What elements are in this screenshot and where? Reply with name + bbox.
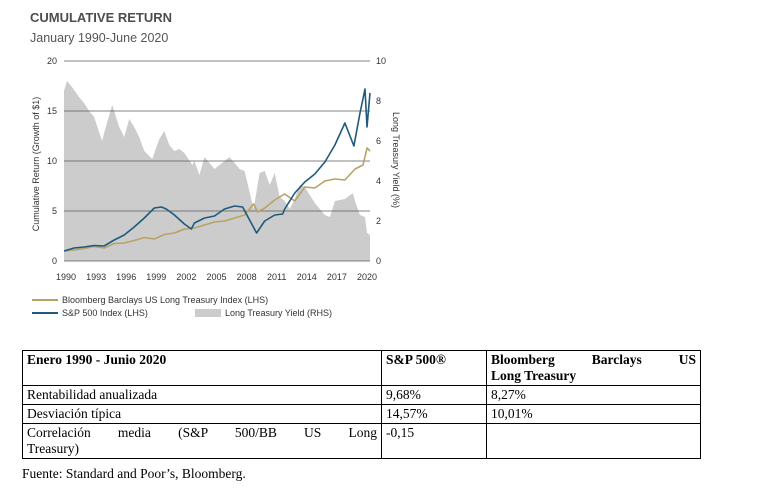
x-tick-label: 1999: [146, 272, 166, 282]
y-tick-label: 20: [47, 56, 57, 66]
y2-tick-label: 4: [376, 176, 381, 186]
cumulative-return-chart: CUMULATIVE RETURN January 1990-June 2020…: [30, 10, 401, 318]
legend: Bloomberg Barclays US Long Treasury Inde…: [32, 295, 332, 318]
x-tick-label: 2020: [357, 272, 377, 282]
chart-title: CUMULATIVE RETURN: [30, 10, 172, 25]
y-tick-label: 15: [47, 106, 57, 116]
row-bb-value: [486, 423, 701, 459]
row-bb-value: 8,27%: [486, 385, 701, 405]
row-bb-value: 10,01%: [486, 404, 701, 424]
table-row: Correlación media (S&P 500/BB US Long Tr…: [22, 423, 701, 459]
row-label: Desviación típica: [22, 404, 382, 424]
table-row: Rentabilidad anualizada 9,68% 8,27%: [22, 385, 701, 405]
x-tick-label: 1990: [56, 272, 76, 282]
table-row: Desviación típica 14,57% 10,01%: [22, 404, 701, 424]
x-tick-label: 2014: [297, 272, 317, 282]
y-axis-label: Cumulative Return (Growth of $1): [31, 97, 41, 232]
y2-tick-label: 8: [376, 96, 381, 106]
x-tick-label: 2017: [327, 272, 347, 282]
y-tick-label: 10: [47, 156, 57, 166]
row-label: Correlación media (S&P 500/BB US Long Tr…: [22, 423, 382, 459]
x-tick-label: 2008: [237, 272, 257, 282]
y2-tick-label: 6: [376, 136, 381, 146]
row-sp500-value: 9,68%: [381, 385, 487, 405]
legend-swatch-treasury-yield: [195, 309, 221, 317]
y-tick-label: 0: [52, 256, 57, 266]
table-header-sp500: S&P 500®: [381, 350, 487, 386]
y2-tick-label: 0: [376, 256, 381, 266]
table-header-period: Enero 1990 - Junio 2020: [22, 350, 382, 386]
x-tick-label: 2005: [206, 272, 226, 282]
row-sp500-value: -0,15: [381, 423, 487, 459]
row-label: Rentabilidad anualizada: [22, 385, 382, 405]
series-line-sp500: [63, 88, 371, 252]
table-header-row: Enero 1990 - Junio 2020 S&P 500® Bloombe…: [22, 350, 701, 386]
table-header-bb: Bloomberg Barclays US Long Treasury: [486, 350, 701, 386]
legend-label-long-treasury-index: Bloomberg Barclays US Long Treasury Inde…: [62, 295, 268, 305]
chart-subtitle: January 1990-June 2020: [30, 31, 168, 45]
row-sp500-value: 14,57%: [381, 404, 487, 424]
series-area-long-treasury-yield: [64, 81, 370, 261]
x-tick-label: 2011: [267, 272, 286, 282]
x-tick-label: 1993: [86, 272, 106, 282]
legend-label-treasury-yield: Long Treasury Yield (RHS): [225, 308, 332, 318]
y2-axis-label: Long Treasury Yield (%): [391, 112, 401, 208]
x-tick-label: 1996: [116, 272, 136, 282]
y2-tick-label: 10: [376, 56, 386, 66]
series-line-long-treasury-index: [63, 147, 371, 252]
x-tick-label: 2002: [176, 272, 196, 282]
y2-tick-label: 2: [376, 216, 381, 226]
source-note: Fuente: Standard and Poor’s, Bloomberg.: [22, 466, 246, 481]
statistics-table: Enero 1990 - Junio 2020 S&P 500® Bloombe…: [22, 350, 701, 459]
legend-label-sp500: S&P 500 Index (LHS): [62, 308, 148, 318]
y-tick-label: 5: [52, 206, 57, 216]
